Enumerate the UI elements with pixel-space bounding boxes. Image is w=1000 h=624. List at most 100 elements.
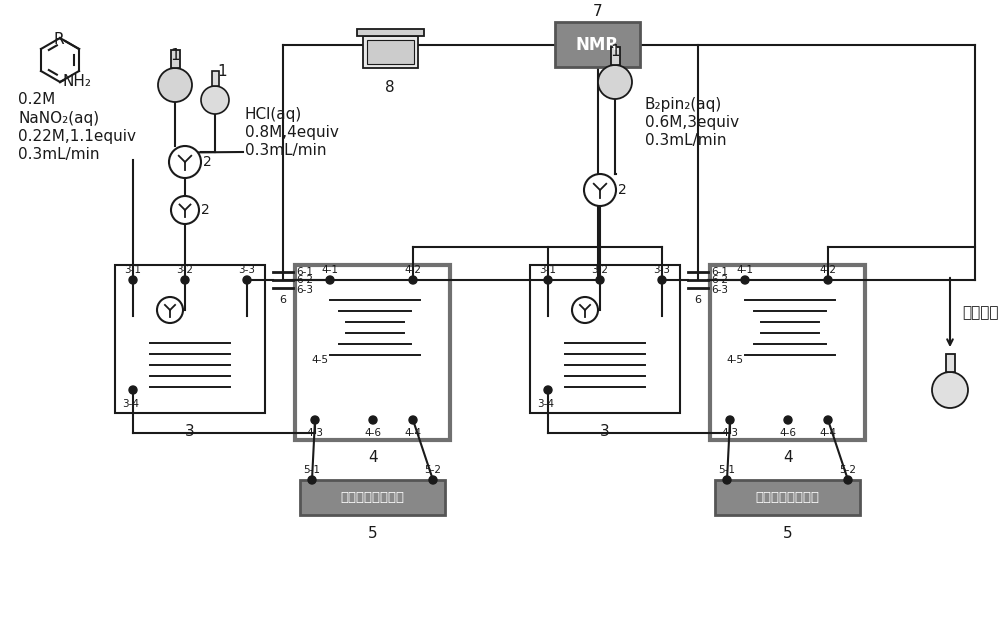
- Text: 4-5: 4-5: [726, 355, 744, 365]
- Bar: [295, 265, 450, 440]
- Text: 4-2: 4-2: [404, 265, 422, 275]
- Text: 4-5: 4-5: [312, 355, 328, 365]
- Circle shape: [311, 416, 319, 424]
- Circle shape: [572, 297, 598, 323]
- Circle shape: [326, 276, 334, 284]
- Text: 4: 4: [783, 451, 793, 466]
- Text: 3: 3: [600, 424, 610, 439]
- Text: 5-1: 5-1: [718, 465, 736, 475]
- Circle shape: [544, 386, 552, 394]
- Circle shape: [544, 276, 552, 284]
- Circle shape: [784, 416, 792, 424]
- Text: 3-2: 3-2: [592, 265, 608, 275]
- Circle shape: [409, 416, 417, 424]
- Text: 3-3: 3-3: [654, 265, 670, 275]
- Text: 8: 8: [385, 80, 395, 95]
- Text: NMR: NMR: [576, 36, 619, 54]
- Text: 3-1: 3-1: [540, 265, 556, 275]
- Text: 5: 5: [368, 525, 377, 540]
- Text: 恒温水浴循环装置: 恒温水浴循环装置: [340, 491, 404, 504]
- Text: 6-2: 6-2: [712, 275, 728, 285]
- Bar: [710, 265, 865, 440]
- Text: 4-1: 4-1: [736, 265, 754, 275]
- Text: 3-3: 3-3: [239, 265, 256, 275]
- Bar: [555, 22, 640, 67]
- Circle shape: [844, 476, 852, 484]
- Text: NaNO₂(aq): NaNO₂(aq): [18, 110, 99, 125]
- Circle shape: [169, 146, 201, 178]
- Text: 4-6: 4-6: [364, 428, 382, 438]
- Circle shape: [308, 476, 316, 484]
- Text: 0.3mL/min: 0.3mL/min: [18, 147, 100, 162]
- Bar: [610, 47, 620, 65]
- Circle shape: [409, 276, 417, 284]
- Text: 6-1: 6-1: [296, 267, 314, 277]
- Bar: [946, 354, 954, 372]
- Circle shape: [726, 416, 734, 424]
- Bar: [356, 29, 424, 36]
- Text: 4: 4: [368, 451, 378, 466]
- Circle shape: [824, 416, 832, 424]
- Text: 5-2: 5-2: [840, 465, 856, 475]
- Text: 3-4: 3-4: [538, 399, 554, 409]
- Text: R: R: [54, 31, 64, 47]
- Circle shape: [369, 416, 377, 424]
- Text: 5: 5: [783, 525, 792, 540]
- Circle shape: [157, 297, 183, 323]
- Text: 0.22M,1.1equiv: 0.22M,1.1equiv: [18, 129, 136, 144]
- Circle shape: [171, 196, 199, 224]
- Text: B₂pin₂(aq): B₂pin₂(aq): [645, 97, 722, 112]
- Circle shape: [741, 276, 749, 284]
- Circle shape: [158, 68, 192, 102]
- Text: 6-2: 6-2: [296, 275, 314, 285]
- Text: 4-3: 4-3: [306, 428, 324, 438]
- Circle shape: [584, 174, 616, 206]
- Circle shape: [932, 372, 968, 408]
- Bar: [366, 40, 414, 64]
- Text: NH₂: NH₂: [62, 74, 92, 89]
- Text: 0.6M,3equiv: 0.6M,3equiv: [645, 115, 739, 130]
- Text: 2: 2: [618, 183, 626, 197]
- Text: 4-6: 4-6: [780, 428, 796, 438]
- Bar: [170, 50, 180, 68]
- Circle shape: [429, 476, 437, 484]
- Text: 3-2: 3-2: [176, 265, 194, 275]
- Text: 0.3mL/min: 0.3mL/min: [645, 134, 726, 149]
- Text: 2: 2: [201, 203, 209, 217]
- Text: 3-1: 3-1: [124, 265, 142, 275]
- Bar: [715, 480, 860, 515]
- Text: 4-4: 4-4: [404, 428, 422, 438]
- Text: 7: 7: [593, 4, 602, 19]
- Text: 产物收集: 产物收集: [962, 305, 998, 320]
- Circle shape: [658, 276, 666, 284]
- Text: 3: 3: [185, 424, 195, 439]
- Bar: [362, 36, 418, 68]
- Text: 4-4: 4-4: [820, 428, 836, 438]
- Text: HCl(aq): HCl(aq): [245, 107, 302, 122]
- Circle shape: [129, 276, 137, 284]
- Text: 6-3: 6-3: [296, 285, 314, 295]
- Text: 4-1: 4-1: [322, 265, 338, 275]
- Bar: [212, 71, 218, 86]
- Circle shape: [598, 65, 632, 99]
- Text: 0.2M: 0.2M: [18, 92, 55, 107]
- Circle shape: [243, 276, 251, 284]
- Text: 4-3: 4-3: [722, 428, 738, 438]
- Text: 5-2: 5-2: [424, 465, 442, 475]
- Circle shape: [596, 276, 604, 284]
- Text: 1: 1: [170, 47, 180, 62]
- Text: 0.8M,4equiv: 0.8M,4equiv: [245, 125, 339, 140]
- Bar: [530, 265, 680, 413]
- Text: 4-2: 4-2: [820, 265, 836, 275]
- Circle shape: [723, 476, 731, 484]
- Text: 6-1: 6-1: [712, 267, 728, 277]
- Text: 3-4: 3-4: [122, 399, 140, 409]
- Circle shape: [181, 276, 189, 284]
- Text: 5-1: 5-1: [304, 465, 320, 475]
- Text: 6: 6: [280, 295, 287, 305]
- Text: 1: 1: [610, 44, 620, 59]
- Bar: [115, 265, 265, 413]
- Text: 2: 2: [203, 155, 211, 169]
- Circle shape: [824, 276, 832, 284]
- Text: 6: 6: [694, 295, 702, 305]
